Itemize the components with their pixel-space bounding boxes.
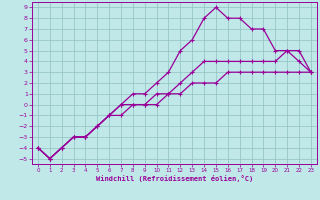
X-axis label: Windchill (Refroidissement éolien,°C): Windchill (Refroidissement éolien,°C): [96, 175, 253, 182]
